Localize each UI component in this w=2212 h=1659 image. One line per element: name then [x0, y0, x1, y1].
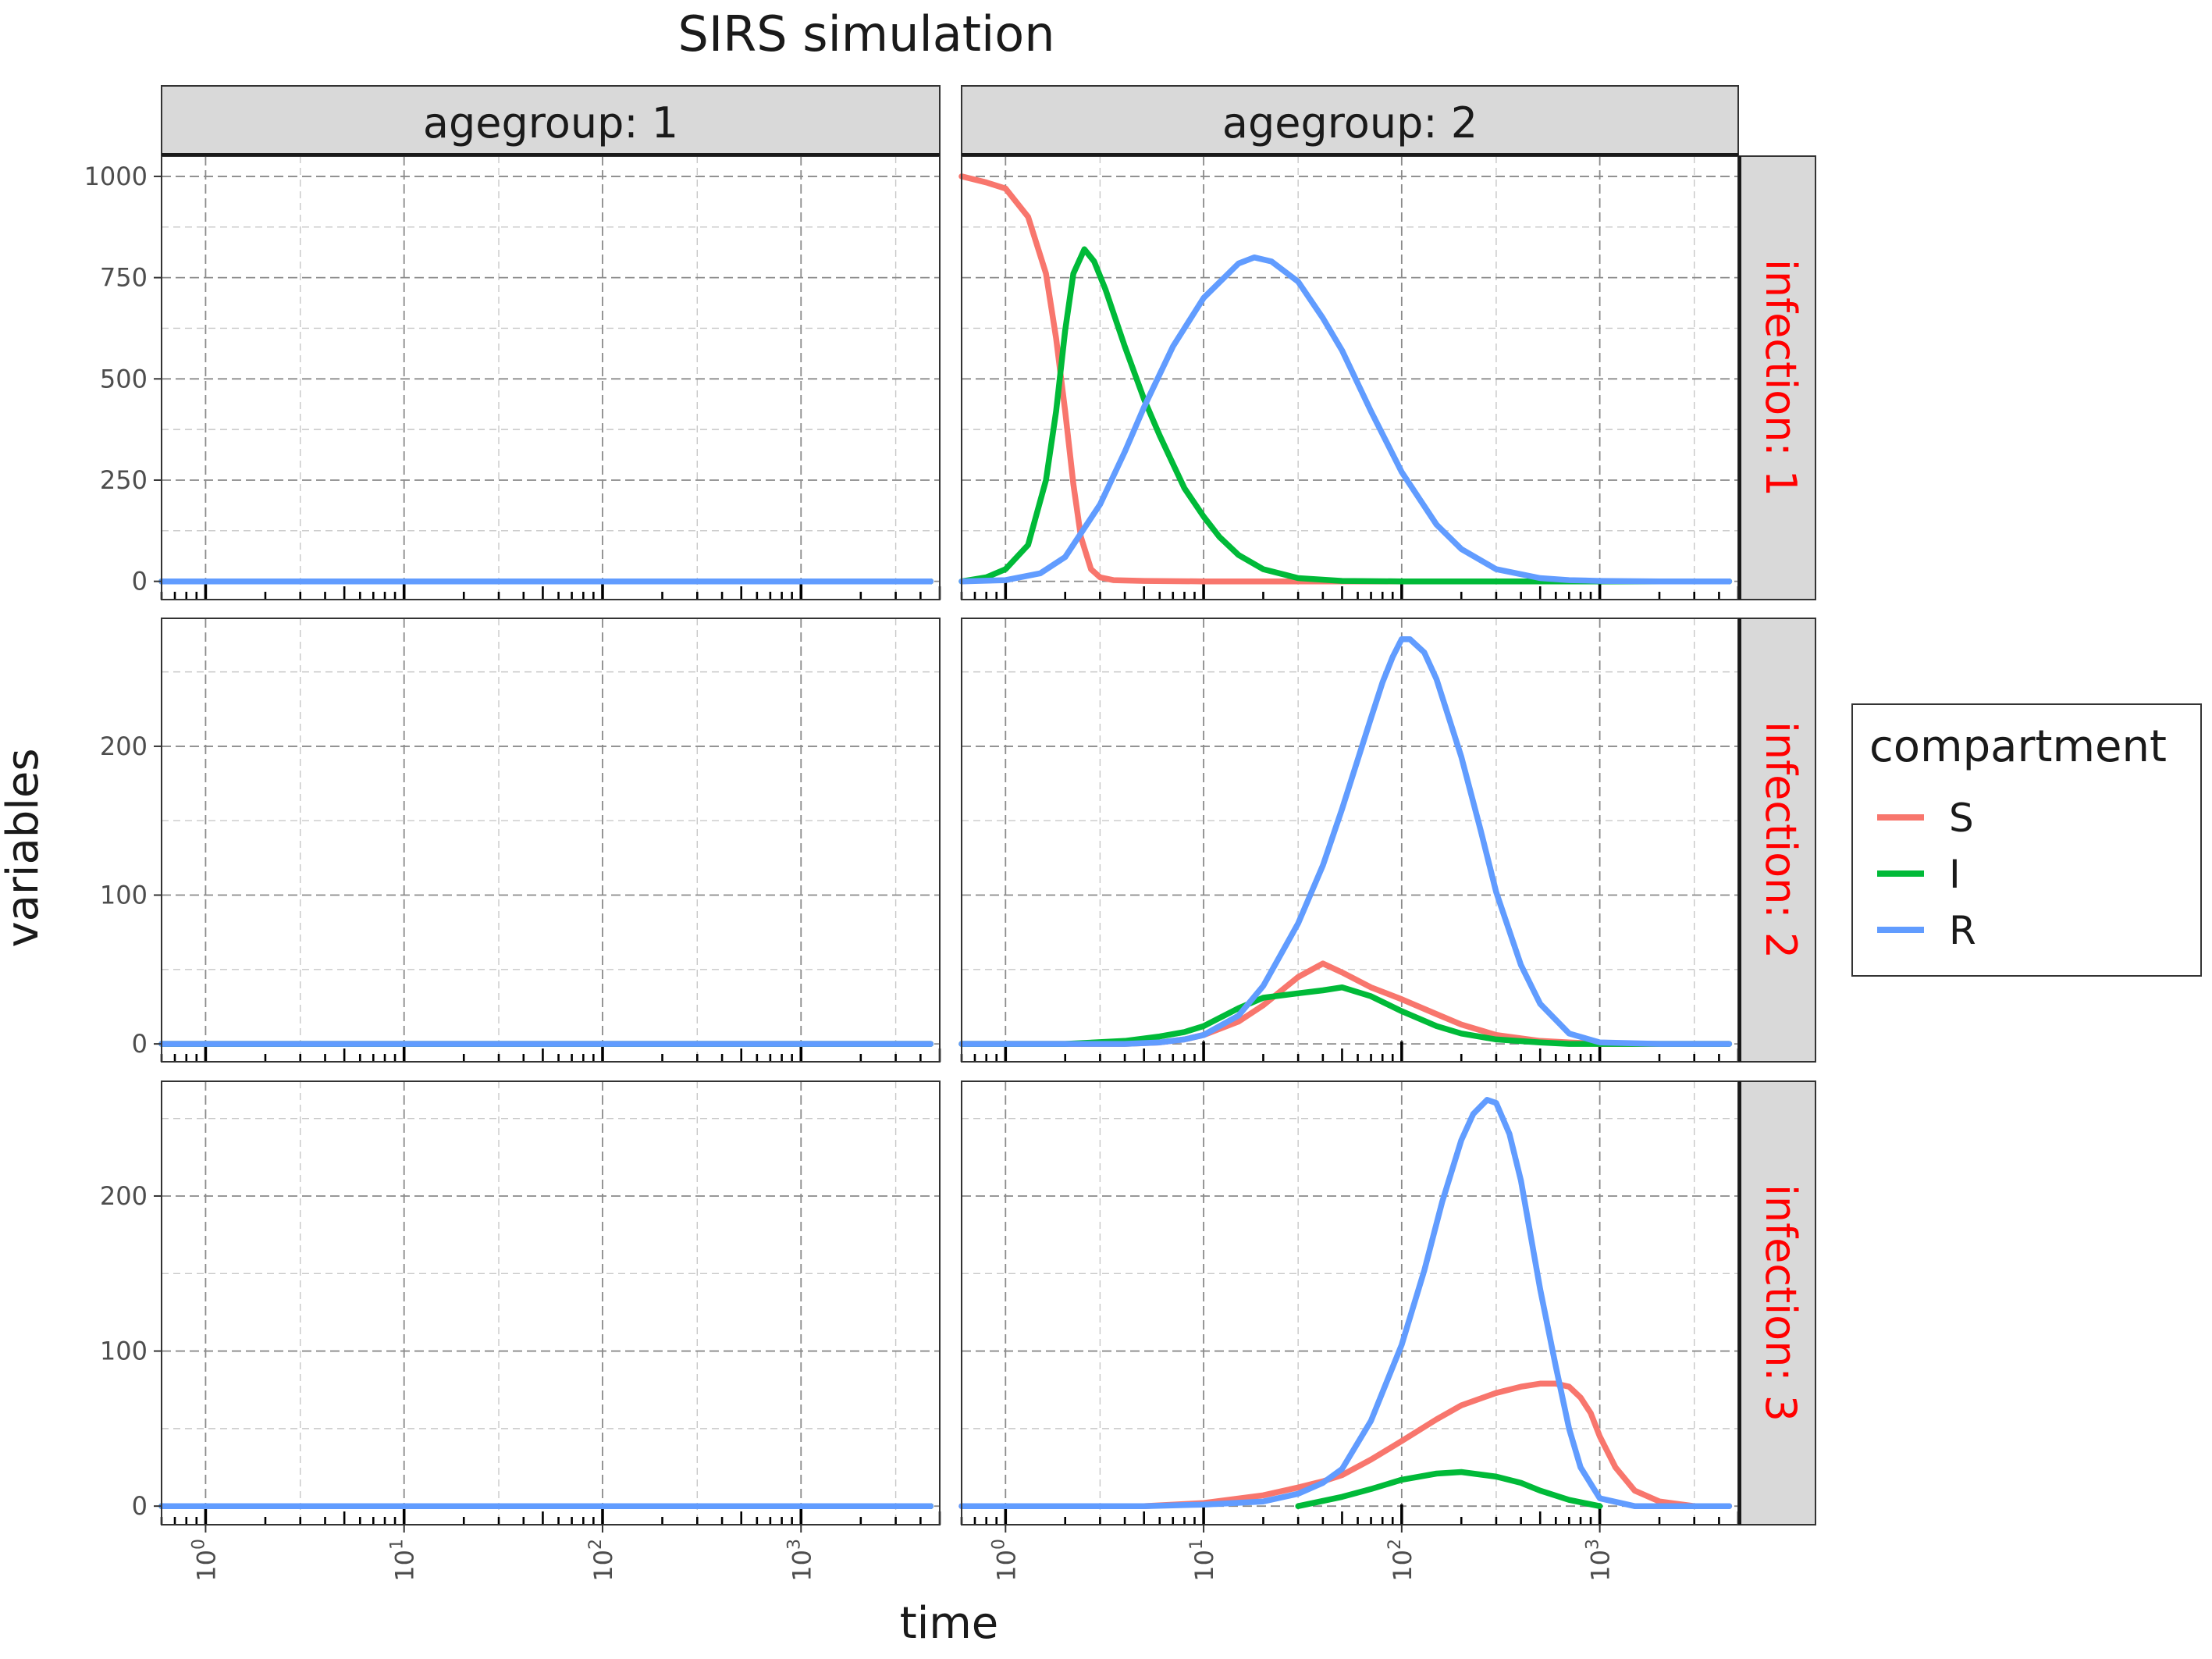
- y-tick-label: 200: [100, 732, 148, 761]
- series-group-r3-c2: [958, 1097, 1733, 1509]
- series-line-R: [958, 635, 1733, 1047]
- row-strip-3: infection: 3: [1738, 1080, 1816, 1525]
- legend-entry-I: I: [1877, 852, 1961, 897]
- legend-label: R: [1949, 908, 1976, 953]
- y-tick-label: 0: [132, 1029, 148, 1059]
- panel-border: [161, 1080, 941, 1525]
- axes-layer: 0 250 500 750 1000 0 100 200 0 100 200 100 101 102 103…: [84, 162, 1616, 1582]
- y-axis-r1: 0 250 500 750 1000: [84, 162, 162, 596]
- y-tick-label: 500: [100, 364, 148, 393]
- panel-background: [962, 156, 1738, 600]
- y-axis-title: variables: [0, 748, 48, 947]
- chart-title: SIRS simulation: [678, 5, 1055, 62]
- log-rug-ticks: [160, 1504, 941, 1525]
- series-group-r2-c2: [958, 635, 1733, 1047]
- legend-entries: SIR: [1877, 796, 1976, 953]
- y-tick-label: 100: [100, 881, 148, 910]
- legend-title: compartment: [1869, 721, 2167, 772]
- log-rug-ticks: [160, 579, 941, 600]
- column-strip-label: agegroup: 1: [423, 98, 678, 148]
- strip-background: [1739, 155, 1816, 600]
- y-tick-label: 1000: [84, 162, 148, 191]
- x-axis-c1: 100 101 102 103: [189, 1525, 816, 1582]
- y-tick-label: 0: [132, 567, 148, 596]
- panel-r2-c1: [160, 618, 941, 1062]
- series-line-I: [958, 984, 1733, 1047]
- y-tick-label: 0: [132, 1491, 148, 1521]
- x-tick-label: 101: [1187, 1539, 1219, 1582]
- strip-background: [961, 85, 1739, 155]
- panels-layer: [158, 155, 1740, 1525]
- series-line-S: [958, 1380, 1733, 1509]
- y-tick-label: 100: [100, 1337, 148, 1366]
- panel-background: [162, 156, 940, 600]
- y-axis-r3: 0 100 200: [100, 1181, 162, 1521]
- strips-layer: agegroup: 1 agegroup: 2 infection: 1 infect…: [161, 85, 1816, 1525]
- row-strip-label: infection: 1: [1756, 259, 1805, 497]
- series-line-R: [958, 1097, 1733, 1509]
- panel-background: [162, 1081, 940, 1525]
- legend: compartment SIR: [1851, 703, 2202, 977]
- x-tick-label: 103: [1584, 1539, 1616, 1582]
- strip-background: [1739, 618, 1816, 1063]
- series-line-I: [1295, 1469, 1603, 1509]
- x-tick-label: 101: [388, 1539, 420, 1582]
- y-axis-r2: 0 100 200: [100, 732, 162, 1059]
- series-group-r1-c2: [958, 173, 1733, 585]
- legend-label: I: [1949, 852, 1961, 897]
- row-strip-label: infection: 3: [1756, 1184, 1805, 1422]
- x-tick-label: 100: [189, 1539, 221, 1582]
- legend-label: S: [1949, 796, 1974, 841]
- legend-entry-S: S: [1877, 796, 1974, 841]
- row-strip-2: infection: 2: [1738, 618, 1816, 1063]
- row-strip-1: infection: 1: [1738, 155, 1816, 600]
- legend-entry-R: R: [1877, 908, 1976, 953]
- panel-border: [161, 618, 941, 1063]
- series-line-I: [958, 246, 1733, 585]
- panel-r3-c1: [160, 1081, 941, 1525]
- x-axis-title: time: [900, 1598, 999, 1649]
- x-tick-label: 102: [586, 1539, 618, 1582]
- column-strip-label: agegroup: 2: [1222, 98, 1478, 148]
- x-tick-label: 102: [1385, 1539, 1417, 1582]
- panel-r2-c2: [960, 618, 1740, 1062]
- row-strip-label: infection: 2: [1756, 721, 1805, 959]
- x-tick-label: 100: [989, 1539, 1021, 1582]
- y-tick-label: 750: [100, 263, 148, 293]
- x-tick-label: 103: [784, 1539, 816, 1582]
- column-strip-1: agegroup: 1: [161, 85, 941, 156]
- panel-r1-c2: [960, 156, 1740, 600]
- panel-r1-c1: [160, 156, 941, 600]
- x-axis-c2: 100 101 102 103: [989, 1525, 1616, 1582]
- series-line-R: [958, 254, 1733, 585]
- panel-background: [162, 618, 940, 1062]
- panel-background: [962, 618, 1738, 1062]
- y-tick-label: 200: [100, 1181, 148, 1211]
- y-tick-label: 250: [100, 465, 148, 495]
- column-strip-2: agegroup: 2: [961, 85, 1739, 156]
